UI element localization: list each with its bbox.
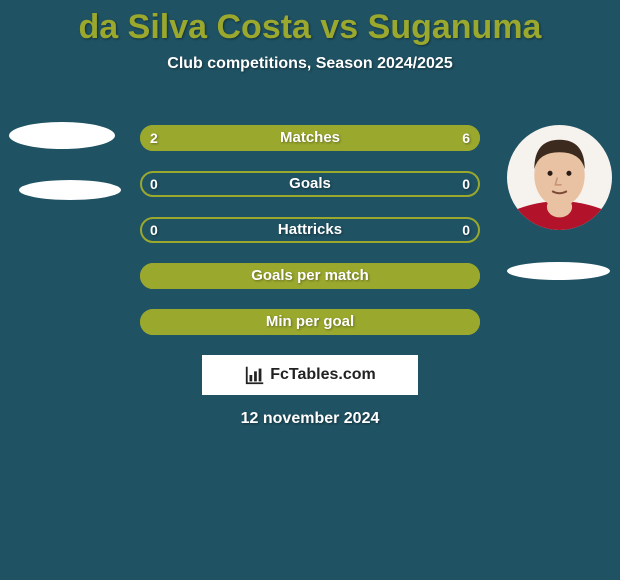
face-icon [507, 125, 612, 230]
page-title: da Silva Costa vs Suganuma [0, 0, 620, 47]
placeholder-ellipse [507, 262, 610, 280]
subtitle: Club competitions, Season 2024/2025 [0, 55, 620, 73]
stat-bar: Min per goal [140, 309, 480, 335]
container: da Silva Costa vs Suganuma Club competit… [0, 0, 620, 580]
bar-value-left: 0 [150, 217, 158, 243]
bar-value-right: 6 [462, 125, 470, 151]
stat-bar: Goals per match [140, 263, 480, 289]
bar-label: Goals [140, 171, 480, 197]
logo-box[interactable]: FcTables.com [202, 355, 418, 395]
bar-value-left: 0 [150, 171, 158, 197]
player-avatar-right [507, 125, 612, 230]
bar-value-right: 0 [462, 217, 470, 243]
bar-label: Min per goal [140, 309, 480, 335]
bar-label: Hattricks [140, 217, 480, 243]
placeholder-ellipse [9, 122, 115, 149]
bar-label: Matches [140, 125, 480, 151]
chart-icon [244, 364, 266, 386]
stat-bar: Goals0 0 [140, 171, 480, 197]
bar-label: Goals per match [140, 263, 480, 289]
bar-value-right: 0 [462, 171, 470, 197]
stat-bar: Hattricks0 0 [140, 217, 480, 243]
placeholder-ellipse [19, 180, 121, 200]
logo-text: FcTables.com [270, 366, 376, 384]
date-label: 12 november 2024 [0, 410, 620, 428]
bar-value-left: 2 [150, 125, 158, 151]
stat-bar: Matches2 6 [140, 125, 480, 151]
stat-bars: Matches26Goals00Hattricks00Goals per mat… [140, 125, 480, 355]
